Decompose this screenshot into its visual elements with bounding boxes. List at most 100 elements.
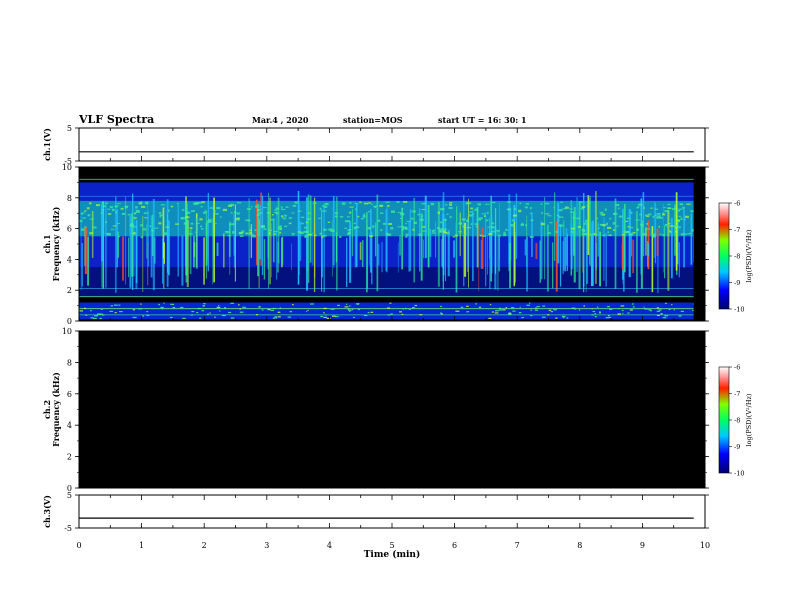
emission-speckle — [369, 235, 374, 238]
emission-speckle — [192, 202, 196, 204]
lf-speckle — [664, 302, 667, 304]
colorbar-tick-label: -6 — [734, 200, 740, 208]
emission-speckle — [348, 220, 351, 223]
emission-speckle — [599, 211, 604, 214]
emission-burst — [515, 193, 518, 259]
emission-speckle — [240, 235, 244, 238]
emission-burst — [614, 198, 617, 289]
emission-speckle — [557, 219, 560, 222]
emission-speckle — [448, 207, 453, 210]
colorbar-label: log(PSD)(V²/Hz) — [745, 393, 753, 446]
lf-speckle — [347, 308, 350, 310]
emission-burst — [624, 204, 626, 273]
emission-speckle — [545, 213, 550, 215]
emission-speckle — [615, 225, 619, 227]
emission-speckle — [432, 229, 436, 232]
emission-speckle — [597, 227, 600, 229]
lf-speckle — [146, 314, 150, 316]
emission-speckle — [463, 234, 466, 237]
lf-speckle — [419, 314, 423, 316]
emission-burst — [192, 235, 196, 268]
ch2-spectrogram-panel: 0 2 4 6 8 10 ch.2 Frequency (kHz) — [42, 327, 709, 493]
emission-speckle — [477, 203, 482, 206]
emission-burst — [117, 231, 119, 258]
lf-speckle — [668, 308, 671, 311]
emission-speckle — [553, 207, 556, 209]
emission-speckle — [79, 219, 83, 223]
emission-speckle — [300, 216, 305, 219]
emission-speckle — [249, 229, 252, 232]
emission-speckle — [360, 217, 364, 220]
lf-speckle — [605, 317, 610, 319]
emission-speckle — [207, 220, 212, 223]
lf-speckle — [291, 304, 294, 306]
emission-speckle — [491, 222, 495, 225]
lf-speckle — [99, 317, 102, 320]
lf-speckle — [79, 310, 84, 312]
emission-burst — [195, 217, 198, 269]
lf-speckle — [529, 302, 531, 304]
emission-speckle — [682, 206, 685, 209]
emission-speckle — [190, 222, 194, 225]
emission-speckle — [530, 219, 534, 222]
emission-speckle — [651, 233, 656, 237]
emission-speckle — [565, 206, 568, 209]
emission-speckle — [354, 203, 358, 205]
emission-speckle — [106, 233, 112, 236]
emission-burst — [489, 230, 491, 290]
emission-speckle — [288, 222, 292, 225]
emission-burst — [80, 215, 82, 291]
emission-speckle — [445, 204, 448, 206]
lf-speckle — [337, 304, 340, 307]
emission-speckle — [525, 203, 530, 205]
emission-speckle — [86, 207, 90, 210]
emission-speckle — [140, 236, 144, 239]
emission-speckle — [319, 232, 323, 235]
emission-speckle — [159, 215, 162, 218]
emission-burst — [413, 197, 416, 283]
emission-speckle — [307, 233, 312, 236]
emission-burst — [309, 195, 312, 263]
emission-burst — [667, 210, 670, 291]
emission-speckle — [438, 230, 442, 233]
emission-speckle — [665, 224, 668, 227]
emission-speckle — [582, 232, 587, 236]
emission-burst — [642, 192, 645, 257]
emission-speckle — [613, 229, 615, 232]
lf-speckle — [607, 306, 610, 308]
y-tick-label: 6 — [67, 225, 72, 234]
emission-speckle — [174, 223, 179, 225]
emission-speckle — [626, 217, 631, 219]
emission-speckle — [661, 213, 666, 216]
emission-speckle — [663, 207, 666, 209]
emission-speckle — [348, 211, 352, 214]
emission-burst — [305, 197, 309, 291]
emission-speckle — [84, 210, 87, 212]
emission-speckle — [314, 234, 317, 237]
emission-speckle — [129, 224, 134, 227]
emission-speckle — [400, 217, 403, 220]
lf-speckle — [191, 310, 195, 313]
lf-speckle — [196, 311, 199, 314]
emission-burst — [268, 192, 270, 289]
emission-burst — [651, 226, 654, 293]
emission-speckle — [305, 221, 309, 224]
emission-speckle — [225, 231, 230, 234]
emission-speckle — [139, 224, 144, 227]
lf-speckle — [203, 303, 206, 305]
emission-speckle — [204, 210, 207, 213]
colorbar-tick-label: -10 — [734, 470, 744, 478]
emission-burst — [535, 242, 538, 259]
emission-burst — [472, 210, 474, 281]
colorbar-label: log(PSD)(V²/Hz) — [745, 229, 753, 282]
emission-burst — [129, 215, 132, 288]
emission-speckle — [271, 213, 274, 216]
emission-speckle — [656, 215, 661, 218]
emission-burst — [203, 237, 206, 285]
emission-speckle — [89, 232, 93, 235]
emission-burst — [495, 208, 497, 274]
emission-burst — [269, 197, 271, 285]
emission-speckle — [120, 207, 124, 210]
emission-speckle — [313, 202, 317, 205]
